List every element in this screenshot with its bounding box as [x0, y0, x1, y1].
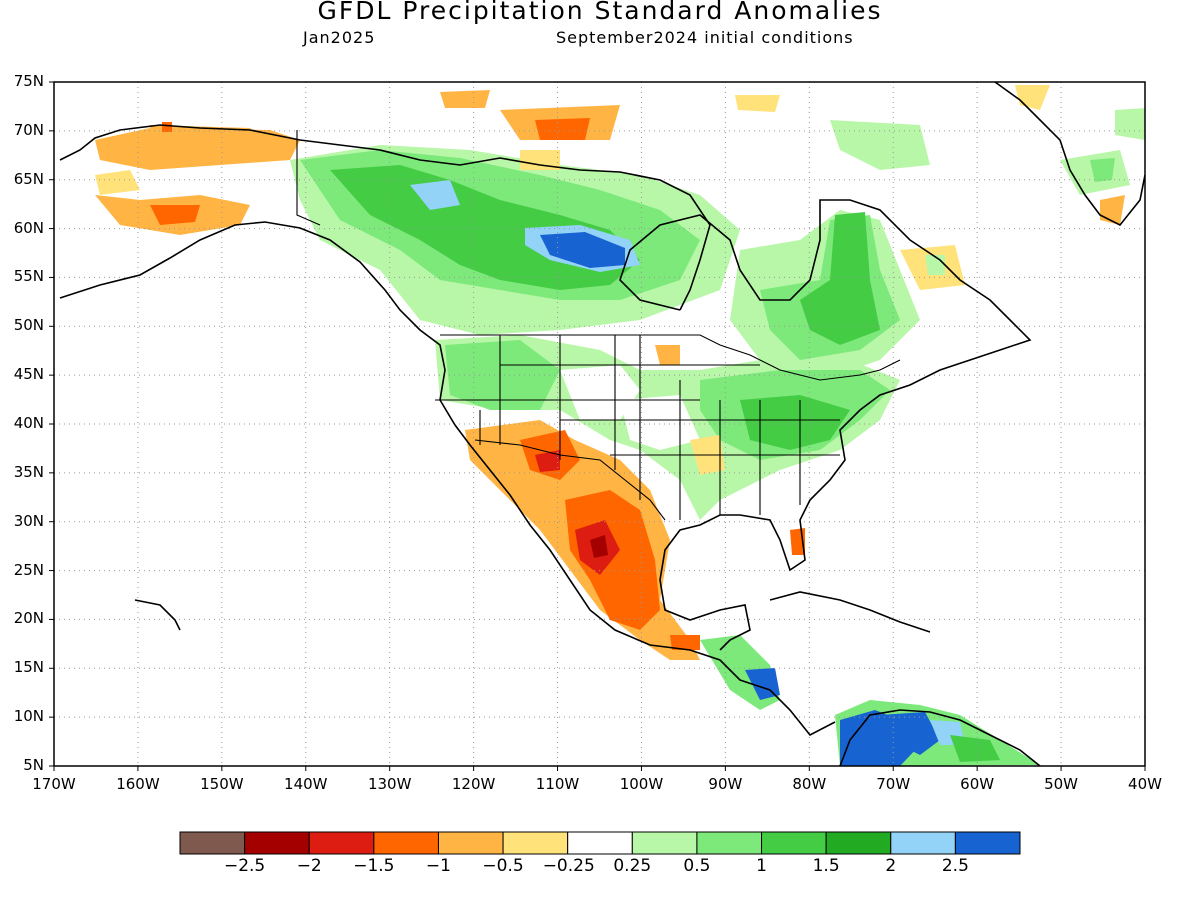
- colorbar-label: 0.25: [607, 856, 657, 876]
- colorbar-label: 1.5: [801, 856, 851, 876]
- coastline-hawaii: [135, 600, 180, 630]
- colorbar-label: 2: [866, 856, 916, 876]
- lon-label: 150W: [192, 775, 252, 793]
- colorbar-swatch: [891, 832, 956, 854]
- colorbar-swatch: [245, 832, 310, 854]
- colorbar-swatch: [180, 832, 245, 854]
- colorbar-swatch: [503, 832, 568, 854]
- lat-label: 35N: [4, 463, 44, 481]
- lon-label: 170W: [24, 775, 84, 793]
- lon-label: 100W: [611, 775, 671, 793]
- colorbar-swatch: [374, 832, 439, 854]
- lat-label: 65N: [4, 170, 44, 188]
- lat-label: 40N: [4, 414, 44, 432]
- lat-label: 45N: [4, 365, 44, 383]
- lon-label: 90W: [695, 775, 755, 793]
- anomaly-field: [95, 85, 1145, 766]
- colorbar-label: −1: [413, 856, 463, 876]
- colorbar-label: 2.5: [930, 856, 980, 876]
- lon-label: 140W: [276, 775, 336, 793]
- colorbar-swatch: [955, 832, 1020, 854]
- anomaly-patch: [535, 118, 590, 140]
- lat-label: 20N: [4, 609, 44, 627]
- precipitation-map: [0, 0, 1200, 900]
- lon-label: 60W: [947, 775, 1007, 793]
- lon-label: 50W: [1031, 775, 1091, 793]
- lat-label: 30N: [4, 512, 44, 530]
- lat-label: 25N: [4, 561, 44, 579]
- colorbar-swatch: [632, 832, 697, 854]
- anomaly-patch: [925, 255, 945, 275]
- lat-label: 70N: [4, 121, 44, 139]
- lon-label: 40W: [1115, 775, 1175, 793]
- lat-label: 50N: [4, 316, 44, 334]
- colorbar-label: −0.5: [478, 856, 528, 876]
- anomaly-patch: [162, 122, 172, 132]
- lon-label: 130W: [360, 775, 420, 793]
- lat-label: 75N: [4, 72, 44, 90]
- lon-label: 110W: [528, 775, 588, 793]
- lon-label: 120W: [444, 775, 504, 793]
- colorbar: [180, 832, 1020, 854]
- anomaly-patch: [655, 345, 680, 365]
- anomaly-patch: [1115, 108, 1145, 140]
- coastline-cuba: [770, 592, 930, 632]
- lat-label: 55N: [4, 267, 44, 285]
- anomaly-patch: [440, 90, 490, 108]
- colorbar-label: 1: [737, 856, 787, 876]
- colorbar-label: −2: [284, 856, 334, 876]
- lat-label: 60N: [4, 219, 44, 237]
- colorbar-swatch: [438, 832, 503, 854]
- anomaly-patch: [1015, 85, 1050, 110]
- colorbar-swatch: [568, 832, 633, 854]
- colorbar-swatch: [826, 832, 891, 854]
- colorbar-swatch: [762, 832, 827, 854]
- lon-label: 160W: [108, 775, 168, 793]
- colorbar-swatch: [309, 832, 374, 854]
- colorbar-label: −2.5: [220, 856, 270, 876]
- colorbar-swatch: [697, 832, 762, 854]
- lat-label: 10N: [4, 707, 44, 725]
- anomaly-patch: [830, 120, 930, 170]
- colorbar-label: −1.5: [349, 856, 399, 876]
- anomaly-patch: [735, 95, 780, 112]
- lon-label: 70W: [863, 775, 923, 793]
- lon-label: 80W: [779, 775, 839, 793]
- lat-label: 5N: [4, 756, 44, 774]
- colorbar-label: 0.5: [672, 856, 722, 876]
- anomaly-patch: [95, 170, 140, 195]
- colorbar-label: −0.25: [543, 856, 593, 876]
- lat-label: 15N: [4, 658, 44, 676]
